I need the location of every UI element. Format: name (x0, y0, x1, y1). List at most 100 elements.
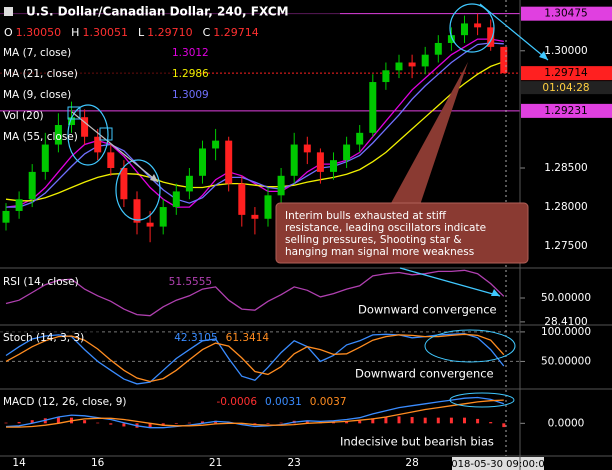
candle-body (159, 207, 167, 227)
y-tick-label: 28.4100 (544, 316, 587, 328)
legend-name: MA (7, close) (3, 47, 71, 59)
legend-name: Stoch (14, 3, 3) (3, 332, 84, 344)
candle-body (133, 199, 141, 223)
histogram-bar (397, 416, 401, 424)
histogram-bar (279, 422, 283, 424)
histogram-bar (83, 420, 87, 424)
chart-title: U.S. Dollar/Canadian Dollar, 240, FXCM (26, 5, 289, 19)
title-background (0, 3, 340, 21)
legend-background (0, 44, 200, 62)
histogram-bar (201, 421, 204, 424)
candle-body (330, 160, 337, 172)
text-layer: U.S. Dollar/Canadian Dollar, 240, FXCM O… (0, 3, 591, 470)
candle-body (382, 70, 390, 83)
histogram-bar (96, 422, 100, 424)
candle-body (107, 152, 115, 168)
histogram-bar (371, 418, 375, 424)
legend-value: 61.3414 (226, 332, 270, 344)
y-tick-label: 100.0000 (541, 326, 591, 338)
candle-body (487, 27, 495, 47)
histogram-bar (463, 417, 466, 424)
level-tag (521, 66, 612, 81)
histogram-bar (384, 417, 388, 424)
candle-body (68, 117, 75, 126)
x-tick-label: 14 (12, 457, 26, 469)
y-tick-label: 1.30000 (544, 45, 587, 57)
histogram-bar (502, 423, 506, 428)
cursor-label: 2018-05-30 09:00:00 (445, 459, 551, 470)
x-tick-label: 16 (91, 457, 105, 469)
legend-name: MA (9, close) (3, 89, 71, 101)
indicator-line (5, 61, 505, 202)
x-tick-label: 21 (209, 457, 222, 469)
highlight-circle (115, 159, 161, 221)
candle-body (199, 148, 206, 176)
collapse-icon (4, 7, 13, 16)
legend-value: -0.0006 (216, 396, 257, 408)
highlight-circle (449, 392, 515, 408)
legend-name: MA (21, close) (3, 68, 78, 80)
level-label: 1.30475 (544, 8, 587, 20)
candle-body (94, 136, 102, 153)
candle-body (343, 144, 351, 161)
histogram-bar (174, 423, 178, 424)
histogram-bar (410, 417, 414, 424)
histogram-bar (489, 422, 493, 424)
trend-arrow (479, 3, 549, 61)
annotation-text: resistance, leading oscillators indicate (285, 222, 486, 234)
candle-body (120, 167, 128, 200)
candle-body (146, 222, 154, 227)
annotation-text: Indecisive but bearish bias (340, 435, 494, 449)
callout-pointer (390, 62, 468, 205)
histogram-bar (109, 423, 113, 425)
legend-background (0, 274, 100, 290)
candle-body (185, 175, 193, 192)
histogram-bar (476, 418, 480, 424)
annotation-text: Downward convergence (355, 367, 494, 381)
legend-value: 1.2986 (172, 68, 209, 80)
candle-body (238, 183, 246, 215)
ohlc-key: C (203, 26, 211, 39)
histogram-bar (56, 417, 60, 424)
histogram-bar (30, 420, 34, 424)
indicator-line (5, 396, 505, 429)
ohlc-value: 1.29710 (147, 26, 193, 39)
y-tick-label: 1.28000 (544, 201, 587, 213)
cursor-tag (452, 457, 544, 470)
ohlc-key: O (4, 26, 13, 39)
candle-body (369, 82, 377, 133)
legend-name: MACD (12, 26, close, 9) (3, 396, 126, 408)
histogram-bar (266, 423, 270, 424)
indicator-line (6, 399, 504, 428)
candle-body (81, 117, 89, 137)
candle-body (290, 144, 298, 176)
legend-name: MA (55, close) (3, 131, 78, 143)
candle-body (447, 35, 455, 43)
countdown: 01:04:28 (542, 82, 589, 94)
legend-name: Vol (20) (3, 110, 44, 122)
arrow-head (150, 174, 158, 182)
annotation-text: Downward convergence (358, 303, 497, 317)
histogram-bar (4, 422, 8, 424)
annotation-text: Interim bulls exhausted at stiff (285, 210, 447, 222)
ohlc-value: 1.30050 (16, 26, 62, 39)
legend-value: 1.3012 (172, 47, 209, 59)
candle-body (2, 210, 10, 223)
candle-body (356, 132, 364, 145)
legend-background (0, 394, 100, 410)
candle-body (225, 140, 233, 184)
grid-layer (0, 6, 612, 470)
highlight-circle (449, 3, 495, 53)
trend-arrow (71, 111, 159, 183)
candle-body (434, 42, 442, 55)
trend-arrow (399, 267, 501, 297)
candle-body (500, 46, 508, 74)
indicator-icon (99, 127, 113, 141)
annotation-text: hanging man signal more weakness (285, 246, 474, 258)
highlight-circle (67, 104, 109, 166)
candle-body (316, 152, 324, 172)
candle-body (421, 54, 429, 67)
indicator-line (5, 333, 505, 383)
x-tick-label: 23 (288, 457, 301, 469)
